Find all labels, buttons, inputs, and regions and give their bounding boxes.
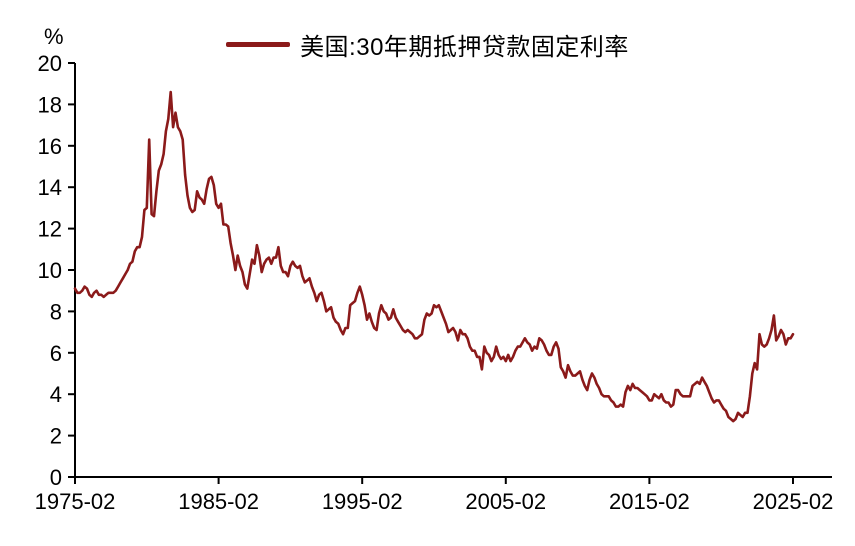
x-tick-label: 1985-02 (178, 489, 259, 514)
y-axis-unit-label: % (44, 24, 64, 49)
y-tick-label: 14 (38, 175, 62, 200)
x-tick-label: 1975-02 (35, 489, 116, 514)
y-tick-label: 10 (38, 258, 62, 283)
rate-line-series (73, 90, 795, 423)
x-tick-label: 2005-02 (465, 489, 546, 514)
y-tick-label: 2 (50, 424, 62, 449)
y-tick-label: 20 (38, 51, 62, 76)
y-tick-label: 18 (38, 92, 62, 117)
y-tick-label: 8 (50, 299, 62, 324)
y-tick-label: 12 (38, 217, 62, 242)
x-tick-label: 1995-02 (322, 489, 403, 514)
y-tick-label: 0 (50, 465, 62, 490)
x-tick-label: 2015-02 (609, 489, 690, 514)
y-tick-label: 6 (50, 341, 62, 366)
y-tick-label: 4 (50, 382, 62, 407)
y-tick-label: 16 (38, 134, 62, 159)
x-tick-label: 2025-02 (753, 489, 834, 514)
